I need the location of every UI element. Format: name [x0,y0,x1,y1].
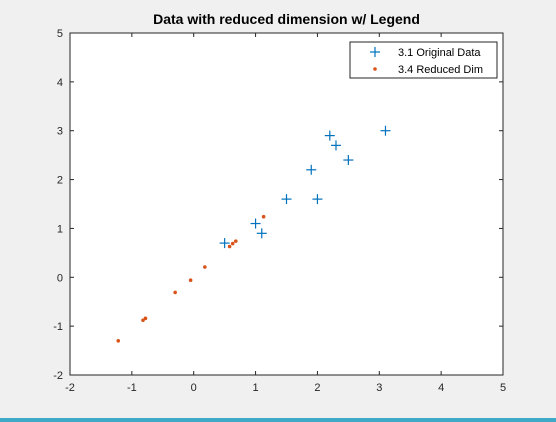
x-tick-label: 0 [191,382,197,394]
legend-label-reduced: 3.4 Reduced Dim [398,64,483,76]
data-point-original [330,140,341,151]
y-tick-label: 2 [57,175,63,187]
data-point-original [219,238,230,249]
x-tick-label: -2 [65,382,75,394]
x-tick-label: 1 [253,382,259,394]
data-point-reduced [143,316,148,321]
data-point-reduced [233,239,238,243]
data-point-original [306,164,317,175]
legend-dot-marker [373,67,377,71]
data-point-original [324,130,335,141]
chart-title: Data with reduced dimension w/ Legend [153,11,420,27]
x-tick-label: 4 [438,382,444,394]
data-point-reduced [261,214,266,219]
legend-marker-reduced [373,67,377,71]
y-tick-label: 4 [57,77,63,89]
legend-label-original: 3.1 Original Data [398,47,481,59]
data-point-reduced [203,265,207,269]
x-tick-label: 3 [376,382,382,394]
y-tick-label: -2 [53,370,63,382]
legend-plus-marker [370,47,380,57]
legend-marker-original [370,47,380,57]
window-bottom-border [0,418,556,422]
y-tick-label: 0 [57,272,63,284]
legend: 3.1 Original Data 3.4 Reduced Dim [349,41,498,79]
x-tick-label: -1 [127,382,137,394]
data-point-reduced [116,339,121,343]
data-point-original [343,155,354,166]
data-point-original [250,218,261,229]
y-tick-label: 5 [57,28,63,40]
axes-box [69,32,504,376]
data-point-original [256,228,267,239]
data-point-reduced [173,290,177,295]
x-tick-label: 5 [500,382,506,394]
y-tick-label: 1 [57,223,63,235]
data-layer [116,125,391,343]
y-tick-label: -1 [53,321,63,333]
data-point-reduced [188,278,193,283]
data-point-reduced [227,244,232,249]
data-point-original [312,194,323,205]
x-tick-label: 2 [314,382,320,394]
y-tick-label: 3 [57,126,63,138]
data-point-reduced [141,318,145,323]
data-point-reduced [230,241,235,246]
data-point-original [281,194,292,205]
data-point-original [380,125,391,136]
